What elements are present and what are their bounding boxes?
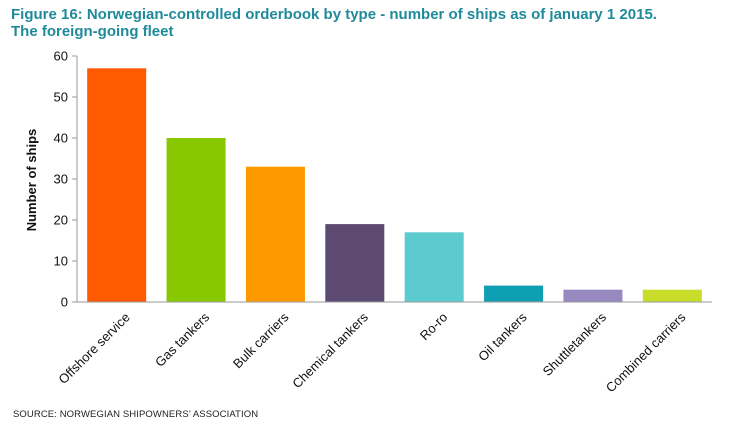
x-tick-label: Bulk carriers	[230, 309, 292, 371]
y-tick-label: 30	[54, 172, 68, 187]
x-tick-label: Offshore service	[55, 310, 132, 387]
bar	[642, 289, 702, 302]
y-tick-label: 0	[61, 295, 68, 310]
bar	[484, 285, 544, 302]
y-tick-label: 60	[54, 49, 68, 64]
chart-title: Figure 16: Norwegian-controlled orderboo…	[11, 6, 726, 40]
bar	[166, 138, 226, 302]
chart-title-line-1: Figure 16: Norwegian-controlled orderboo…	[11, 6, 657, 23]
bar	[404, 232, 464, 302]
source-note: SOURCE: NORWEGIAN SHIPOWNERS’ ASSOCIATIO…	[13, 409, 259, 420]
bar	[245, 166, 305, 302]
x-tick-label: Ro-ro	[417, 310, 451, 344]
y-axis: 0 10 20 30 40 50 60	[54, 49, 78, 310]
x-tick-label: Oil tankers	[475, 309, 530, 364]
bar	[87, 68, 147, 302]
y-axis-label: Number of ships	[24, 129, 39, 232]
bars	[87, 68, 702, 302]
x-axis: Offshore service Gas tankers Bulk carriers…	[55, 301, 712, 395]
y-tick-label: 40	[54, 131, 68, 146]
x-tick-label: Combined carriers	[603, 309, 689, 395]
x-tick-label: Shuttletankers	[540, 309, 610, 379]
x-tick-label: Gas tankers	[152, 309, 213, 370]
y-tick-label: 50	[54, 90, 68, 105]
y-tick-label: 20	[54, 213, 68, 228]
x-tick-label: Chemical tankers	[289, 309, 371, 391]
chart-title-line-2: The foreign-going fleet	[11, 23, 174, 40]
y-tick-label: 10	[54, 254, 68, 269]
bar	[325, 224, 385, 302]
bar	[563, 289, 623, 302]
